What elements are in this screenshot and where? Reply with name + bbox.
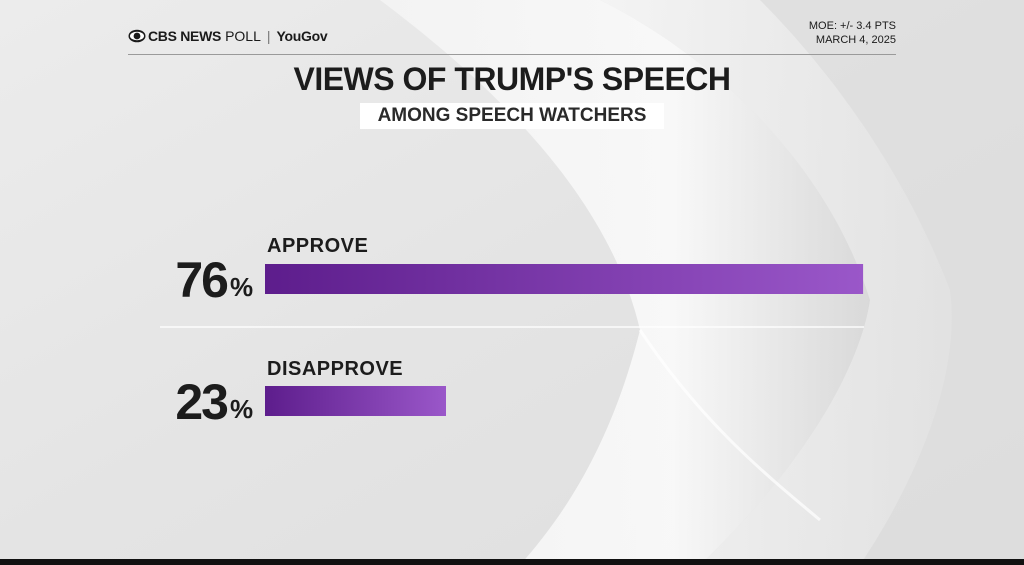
subtitle-wrap: AMONG SPEECH WATCHERS: [0, 103, 1024, 129]
bar-approve: [265, 264, 864, 294]
brand-separator: |: [266, 28, 271, 44]
brand-cbs-news: CBS NEWS: [148, 28, 222, 44]
brand-yougov: YouGov: [276, 28, 328, 44]
bottom-strip: [0, 559, 1024, 565]
brand-logo: CBS NEWS POLL | YouGov: [128, 28, 328, 44]
brand-poll: POLL: [225, 28, 261, 44]
value-suffix-disapprove: %: [230, 394, 253, 424]
bar-disapprove: [265, 386, 446, 416]
value-label-disapprove: 23: [175, 374, 227, 430]
chart-title: VIEWS OF TRUMP'S SPEECH: [293, 61, 731, 97]
value-suffix-approve: %: [230, 272, 253, 302]
category-label-approve: APPROVE: [267, 235, 368, 257]
margin-of-error: MOE: +/- 3.4 PTS: [808, 20, 896, 32]
poll-date: MARCH 4, 2025: [815, 34, 896, 46]
header-rule: [128, 54, 896, 55]
chart-subtitle: AMONG SPEECH WATCHERS: [359, 103, 665, 129]
value-label-approve: 76: [175, 252, 227, 308]
header: CBS NEWS POLL | YouGov MOE: +/- 3.4 PTS …: [128, 20, 896, 54]
category-label-disapprove: DISAPPROVE: [267, 358, 403, 380]
poll-meta: MOE: +/- 3.4 PTS MARCH 4, 2025: [809, 19, 896, 47]
cbs-eye-icon: [128, 29, 146, 43]
